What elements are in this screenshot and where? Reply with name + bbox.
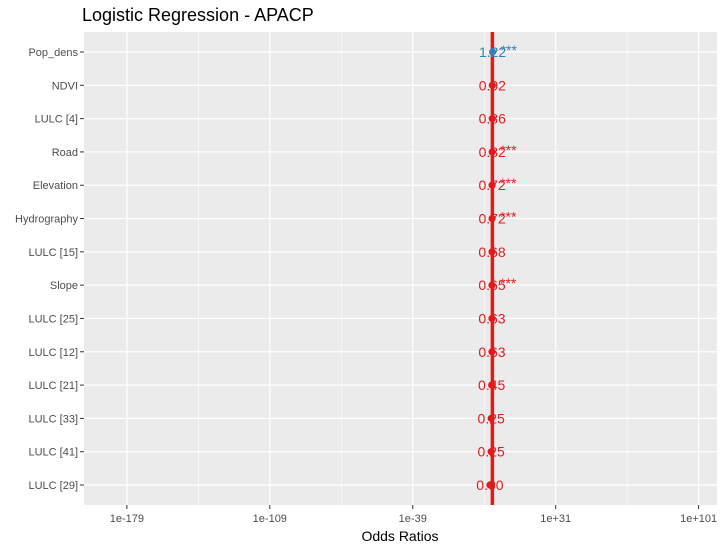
- data-label: 0.86: [479, 111, 506, 127]
- data-label: 1.22: [479, 44, 506, 60]
- y-tick-label: Slope: [50, 280, 78, 292]
- y-tick-label: NDVI: [52, 80, 78, 92]
- data-point: [488, 181, 496, 189]
- x-tick-label: 1e+101: [680, 513, 717, 525]
- plot-panel: [84, 32, 717, 505]
- data-label: 0.92: [479, 77, 506, 93]
- data-point: [486, 481, 494, 489]
- data-label: 0.82: [479, 144, 506, 160]
- x-tick-label: 1e-109: [253, 513, 287, 525]
- data-label: 0.63: [478, 310, 505, 326]
- y-tick-label: Road: [52, 147, 78, 159]
- y-tick-label: LULC [15]: [28, 247, 78, 259]
- data-label: 0.63: [478, 344, 505, 360]
- data-point: [487, 448, 495, 456]
- data-point: [488, 48, 497, 56]
- data-point: [488, 214, 496, 223]
- significance-stars: ***: [501, 42, 518, 58]
- data-point: [488, 148, 496, 156]
- data-label: 0.25: [478, 410, 505, 426]
- y-tick-label: LULC [4]: [35, 114, 78, 126]
- y-tick-label: LULC [33]: [28, 413, 78, 425]
- significance-stars: ***: [500, 142, 517, 158]
- y-tick-label: Elevation: [33, 180, 78, 192]
- data-point: [488, 281, 496, 289]
- data-point: [487, 414, 495, 422]
- data-label: 0.72: [478, 177, 505, 193]
- data-label: 0.25: [478, 444, 505, 460]
- y-tick-label: LULC [25]: [28, 313, 78, 325]
- x-axis-title: Odds Ratios: [361, 528, 439, 544]
- y-tick-label: Pop_dens: [28, 47, 78, 59]
- data-point: [488, 81, 496, 89]
- data-label: 0.45: [478, 377, 505, 393]
- data-label: 0.65: [478, 277, 505, 293]
- data-label: 0.68: [478, 244, 505, 260]
- data-point: [488, 381, 496, 389]
- x-tick-label: 1e+31: [540, 513, 571, 525]
- y-tick-label: LULC [12]: [28, 347, 78, 359]
- data-point: [488, 348, 496, 356]
- x-tick-label: 1e-39: [399, 513, 427, 525]
- significance-stars: ***: [500, 275, 517, 291]
- data-point: [488, 248, 496, 256]
- significance-stars: ***: [500, 175, 517, 191]
- x-tick-label: 1e-179: [110, 513, 144, 525]
- y-tick-label: LULC [41]: [28, 447, 78, 459]
- data-point: [488, 115, 496, 123]
- significance-stars: ***: [500, 209, 517, 225]
- y-tick-label: Hydrography: [15, 214, 78, 226]
- y-tick-label: LULC [21]: [28, 380, 78, 392]
- data-label: 0.00: [476, 477, 503, 493]
- data-label: 0.72: [478, 211, 505, 227]
- y-tick-label: LULC [29]: [28, 480, 78, 492]
- chart-title: Logistic Regression - APACP: [82, 5, 314, 25]
- data-point: [488, 314, 496, 323]
